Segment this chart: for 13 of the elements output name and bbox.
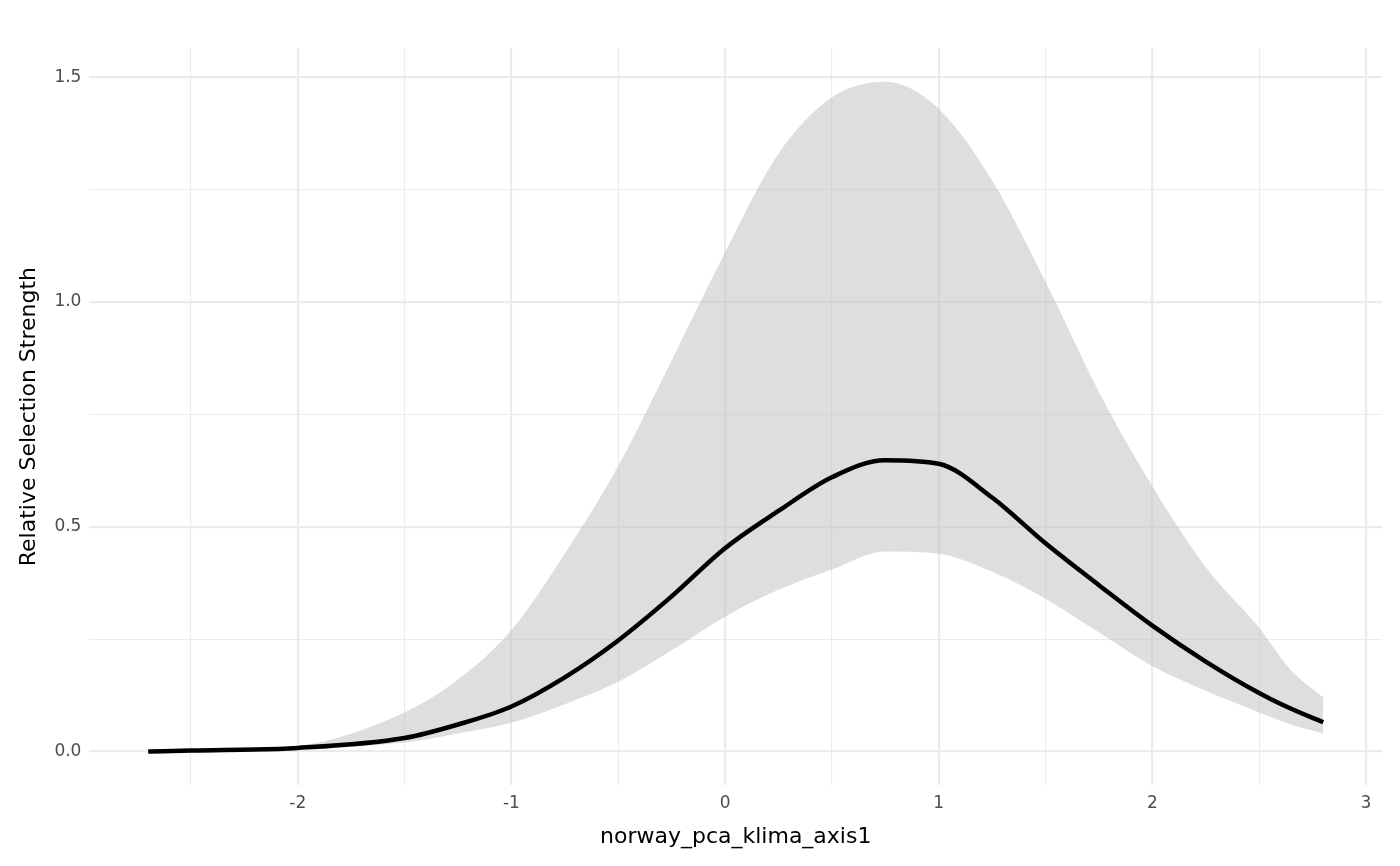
line-series [145, 457, 1326, 754]
x-tick-label: 1 [933, 791, 945, 812]
x-tick-label: -2 [289, 791, 307, 812]
y-tick-label: 0.0 [54, 739, 82, 760]
y-tick-label: 0.5 [54, 515, 82, 536]
x-tick-label: 0 [719, 791, 731, 812]
x-tick-label: 3 [1360, 791, 1372, 812]
y-tick-label: 1.0 [54, 290, 82, 311]
y-axis-title: Relative Selection Strength [14, 266, 40, 567]
y-tick-label: 1.5 [54, 65, 82, 86]
x-tick-label: -1 [502, 791, 520, 812]
x-tick-label: 2 [1146, 791, 1158, 812]
x-axis-title: norway_pca_klima_axis1 [600, 822, 872, 849]
